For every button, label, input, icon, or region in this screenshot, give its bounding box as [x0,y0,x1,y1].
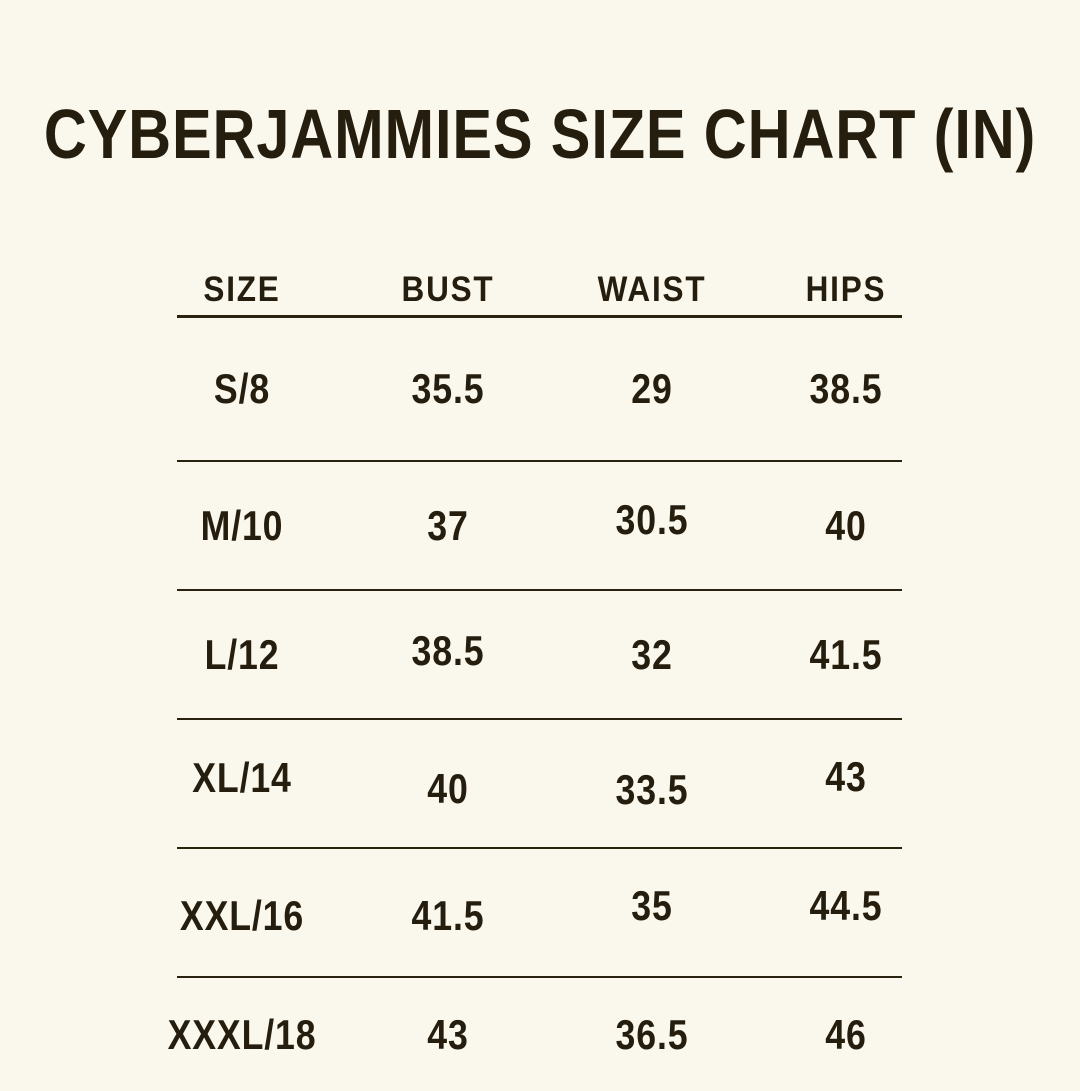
header-divider [177,315,902,318]
table-row: XXXL/18 43 36.5 46 [168,978,902,1091]
table-row: M/10 37 30.5 40 [177,462,902,589]
row-divider [177,589,902,591]
cell-size: XL/14 [192,753,293,801]
row-divider [177,718,902,720]
row-divider [177,460,902,462]
table-row: S/8 35.5 29 38.5 [177,318,902,460]
cell-waist: 36.5 [615,1010,689,1058]
page-title: CYBERJAMMIES SIZE CHART (IN) [43,94,1037,173]
cell-hips: 38.5 [809,365,883,412]
table-row: L/12 38.5 32 41.5 [177,591,902,718]
cell-waist: 32 [631,630,673,678]
cell-hips: 40 [825,501,867,549]
cell-hips: 46 [825,1010,867,1058]
cell-size: XXXL/18 [167,1010,317,1058]
cell-size: S/8 [214,365,271,412]
column-header-hips: HIPS [805,270,887,309]
cell-hips: 44.5 [809,881,883,929]
cell-bust: 38.5 [411,626,485,674]
cell-waist: 29 [631,365,673,412]
cell-size: L/12 [204,630,280,678]
cell-bust: 41.5 [411,891,485,939]
cell-bust: 43 [427,1010,469,1058]
column-header-waist: WAIST [597,270,707,309]
cell-waist: 33.5 [615,765,689,813]
column-header-bust: BUST [401,270,495,309]
row-divider [177,976,902,978]
table-row: XXL/16 41.5 35 44.5 [177,849,902,976]
cell-size: M/10 [200,501,284,549]
cell-waist: 35 [631,881,673,929]
column-header-size: SIZE [203,270,281,309]
cell-bust: 37 [427,501,469,549]
cell-hips: 41.5 [809,630,883,678]
size-table: SIZE BUST WAIST HIPS S/8 35.5 29 38.5 M/… [168,265,902,1091]
cell-size: XXL/16 [180,891,305,939]
table-row: XL/14 40 33.5 43 [177,720,902,847]
cell-bust: 40 [427,764,469,812]
cell-bust: 35.5 [411,365,485,412]
cell-waist: 30.5 [615,495,689,543]
table-header-row: SIZE BUST WAIST HIPS [177,265,902,315]
cell-hips: 43 [825,752,867,800]
row-divider [177,847,902,849]
